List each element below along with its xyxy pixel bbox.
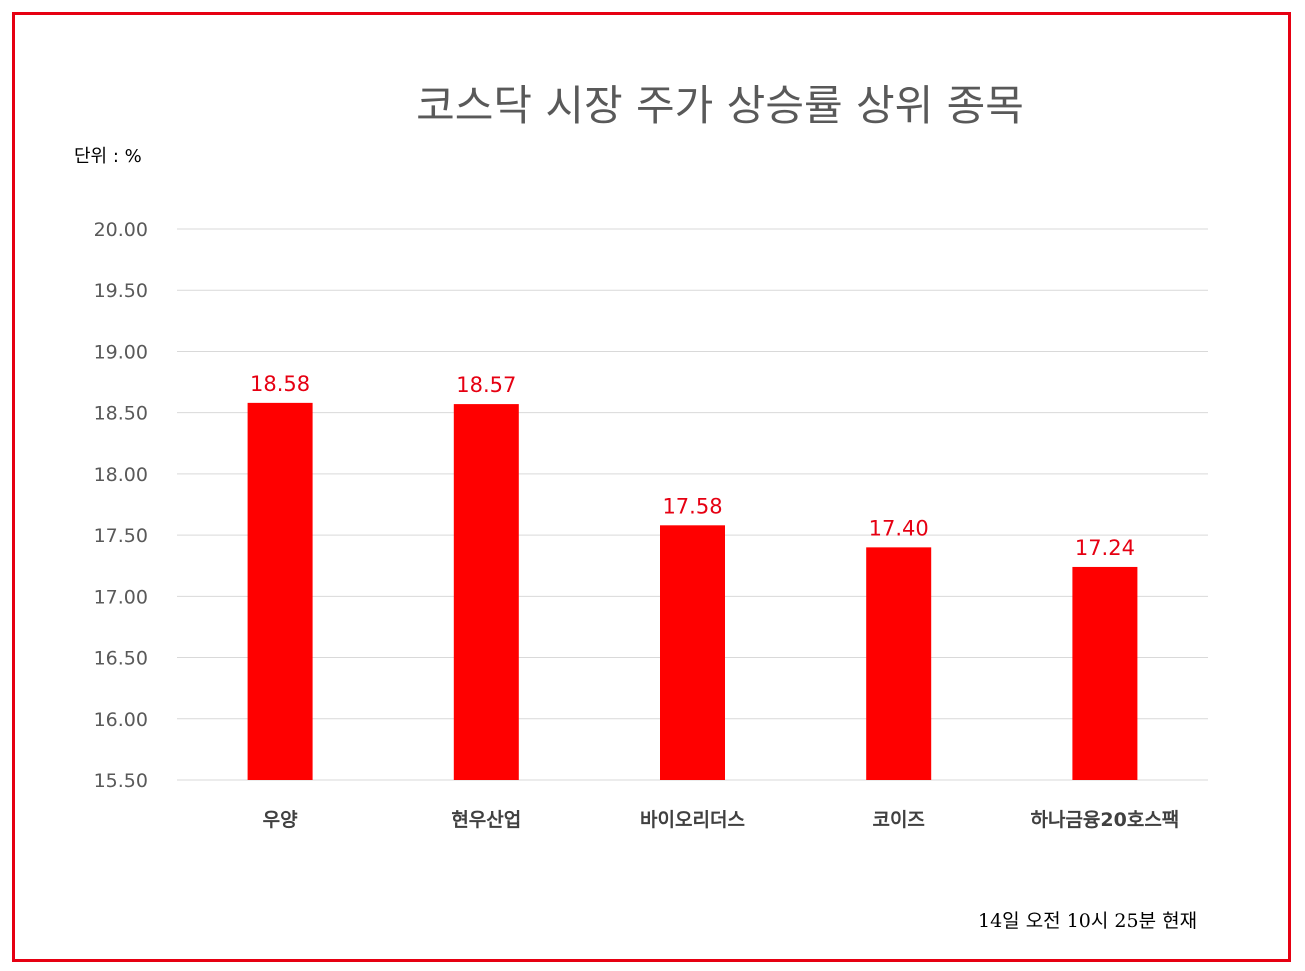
data-label: 17.24 [1075, 536, 1135, 560]
chart-title: 코스닥 시장 주가 상승률 상위 종목 [416, 81, 1024, 130]
data-label: 18.57 [456, 373, 516, 397]
data-label: 18.58 [250, 372, 310, 396]
y-tick-label: 18.50 [94, 403, 148, 425]
y-tick-label: 16.00 [94, 709, 148, 731]
y-tick-label: 15.50 [94, 770, 148, 792]
bar [866, 547, 932, 780]
timestamp-note: 14일 오전 10시 25분 현재 [978, 910, 1198, 932]
x-category-label: 코이즈 [872, 809, 924, 831]
data-label: 17.58 [662, 494, 722, 518]
y-tick-label: 19.50 [94, 280, 148, 302]
data-label: 17.40 [869, 516, 929, 540]
x-category-label: 바이오리더스 [640, 809, 745, 831]
x-category-label: 하나금융20호스팩 [1030, 809, 1179, 831]
chart-frame [12, 12, 1291, 962]
bar [247, 402, 313, 780]
y-tick-label: 16.50 [94, 648, 148, 670]
bar [453, 404, 519, 780]
x-category-label: 우양 [263, 809, 298, 831]
y-tick-label: 18.00 [94, 464, 148, 486]
y-tick-label: 19.00 [94, 341, 148, 363]
bar [1072, 566, 1138, 780]
bar [660, 525, 725, 780]
y-tick-label: 17.00 [94, 586, 148, 608]
unit-label: 단위 : % [74, 146, 142, 167]
y-tick-label: 17.50 [94, 525, 148, 547]
x-category-label: 현우산업 [451, 809, 521, 831]
y-tick-label: 20.00 [94, 219, 148, 241]
